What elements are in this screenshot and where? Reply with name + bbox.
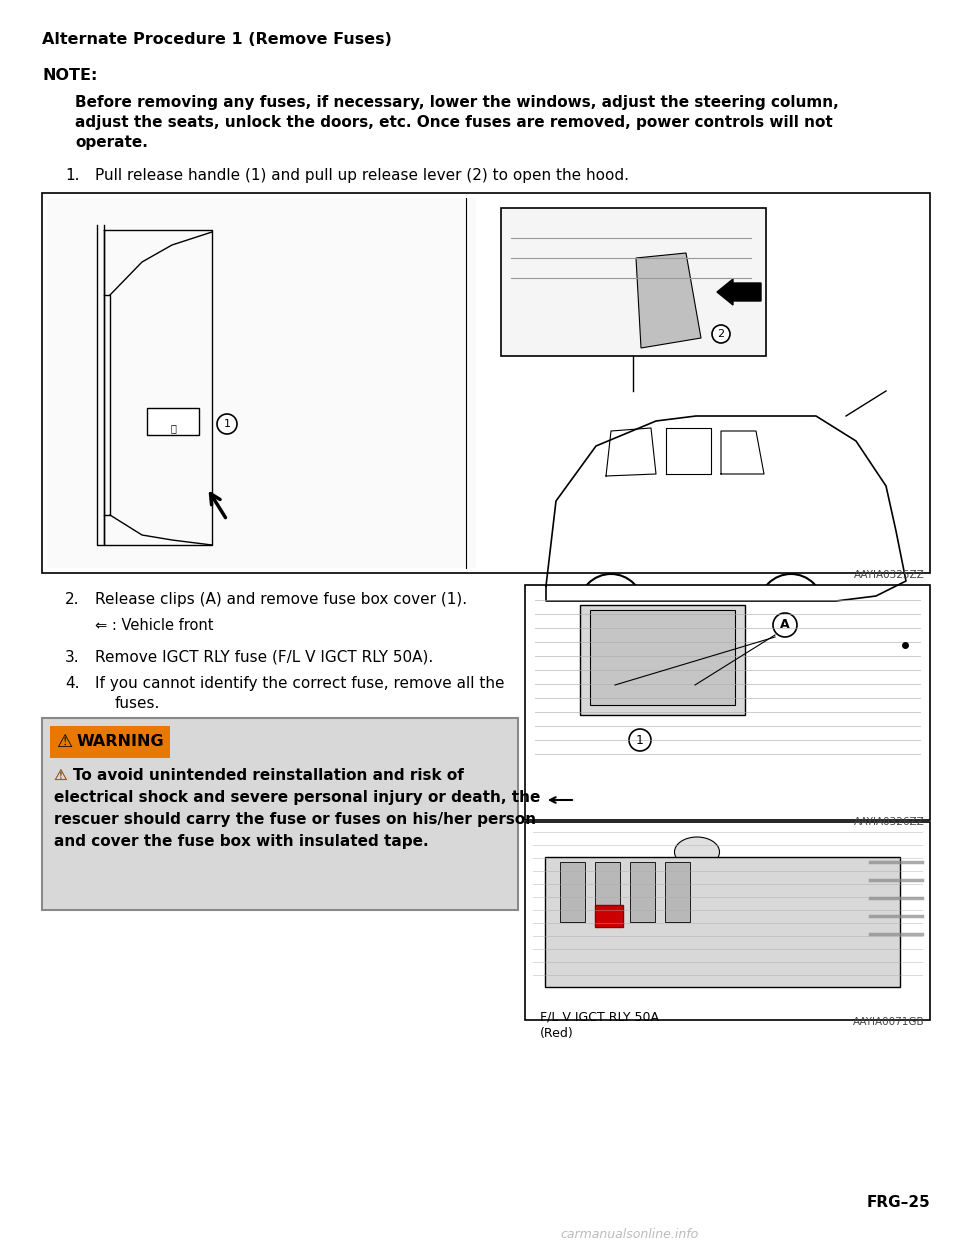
Text: AAYIA0071GB: AAYIA0071GB [853,1017,925,1027]
Text: ⚠: ⚠ [54,768,73,782]
Text: 3.: 3. [65,650,80,664]
Text: ⚠: ⚠ [56,733,72,751]
Text: and cover the fuse box with insulated tape.: and cover the fuse box with insulated ta… [54,833,428,850]
Bar [590,610,735,705]
Text: 1.: 1. [65,168,80,183]
Bar [595,905,623,927]
Bar [525,822,930,1020]
Circle shape [579,574,643,638]
Text: AAYIA0326ZZ: AAYIA0326ZZ [854,817,925,827]
Text: (Red): (Red) [540,1027,574,1040]
Text: ⚠ To avoid unintended reinstallation and risk of: ⚠ To avoid unintended reinstallation and… [54,768,464,782]
Circle shape [773,614,797,637]
Bar [545,857,900,987]
Text: 4.: 4. [65,676,80,691]
Text: Remove IGCT RLY fuse (F/L V IGCT RLY 50A).: Remove IGCT RLY fuse (F/L V IGCT RLY 50A… [95,650,433,664]
Circle shape [629,729,651,751]
Bar [580,605,745,715]
Text: AAYIA0325ZZ: AAYIA0325ZZ [854,570,925,580]
Text: 1: 1 [224,419,230,428]
Bar [501,207,766,356]
Text: FRG–25: FRG–25 [866,1195,930,1210]
Bar [560,862,585,922]
Text: NOTE:: NOTE: [42,68,97,83]
Circle shape [712,325,730,343]
Bar [50,727,170,758]
Text: F/L V IGCT RLY 50A: F/L V IGCT RLY 50A [540,1010,659,1023]
Text: rescuer should carry the fuse or fuses on his/her person: rescuer should carry the fuse or fuses o… [54,812,536,827]
Circle shape [217,414,237,433]
Text: ⇐ : Vehicle front: ⇐ : Vehicle front [95,619,213,633]
Text: WARNING: WARNING [77,734,164,749]
Bar [595,862,620,922]
Bar [42,193,930,573]
Text: Before removing any fuses, if necessary, lower the windows, adjust the steering : Before removing any fuses, if necessary,… [75,94,839,111]
Bar [147,409,199,435]
Text: If you cannot identify the correct fuse, remove all the: If you cannot identify the correct fuse,… [95,676,505,691]
Text: Alternate Procedure 1 (Remove Fuses): Alternate Procedure 1 (Remove Fuses) [42,32,392,47]
Bar [665,862,690,922]
Text: Pull release handle (1) and pull up release lever (2) to open the hood.: Pull release handle (1) and pull up rele… [95,168,629,183]
Circle shape [759,574,823,638]
Text: Release clips (A) and remove fuse box cover (1).: Release clips (A) and remove fuse box co… [95,592,468,607]
Polygon shape [636,253,701,348]
FancyArrow shape [717,279,761,306]
Text: fuses.: fuses. [115,696,160,710]
Text: adjust the seats, unlock the doors, etc. Once fuses are removed, power controls : adjust the seats, unlock the doors, etc.… [75,116,832,130]
Bar [47,197,476,568]
Bar [42,718,518,910]
Bar [630,862,655,922]
Text: 2: 2 [717,329,725,339]
Text: 2.: 2. [65,592,80,607]
Ellipse shape [675,837,719,867]
Text: 1: 1 [636,734,644,746]
Bar [525,585,930,820]
Text: 🚗: 🚗 [170,424,176,433]
Text: carmanualsonline.info: carmanualsonline.info [561,1228,699,1241]
Text: electrical shock and severe personal injury or death, the: electrical shock and severe personal inj… [54,790,540,805]
Text: A: A [780,619,790,631]
Text: operate.: operate. [75,135,148,150]
